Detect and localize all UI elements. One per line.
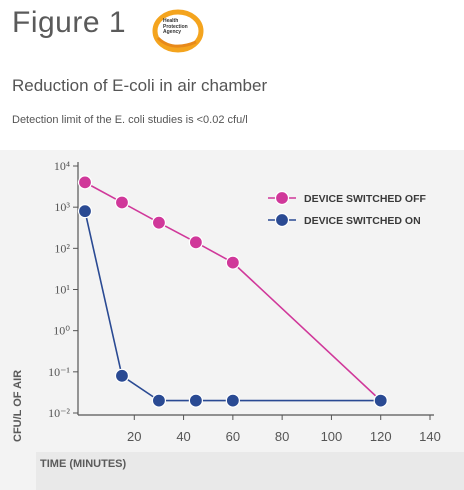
y-tick-label: 10⁴ [54, 159, 70, 173]
chart-subtitle: Reduction of E-coli in air chamber [12, 76, 268, 95]
x-axis-label: TIME (MINUTES) [40, 458, 127, 470]
data-point-device-off [225, 255, 240, 270]
x-tick-label: 60 [226, 429, 240, 444]
data-point-device-off [151, 215, 167, 230]
y-tick-label: 10² [54, 241, 70, 255]
data-point-device-on [373, 393, 388, 408]
legend-marker [274, 212, 290, 228]
logo-swirl-icon [152, 9, 204, 53]
x-tick-label: 40 [176, 429, 190, 444]
data-point-device-off [188, 235, 203, 250]
x-tick-label: 140 [419, 429, 441, 444]
x-axis-label-band [36, 452, 464, 490]
data-point-device-off [77, 175, 93, 190]
data-point-device-on [188, 393, 203, 408]
data-point-device-on [77, 204, 93, 219]
legend-label: DEVICE SWITCHED OFF [304, 193, 427, 205]
y-tick-label: 10⁻² [48, 406, 70, 420]
y-tick-label: 10³ [54, 200, 70, 214]
y-tick-label: 10⁰ [53, 324, 70, 338]
y-tick-label: 10⁻¹ [48, 365, 70, 379]
series-line-device-on [84, 210, 381, 402]
data-point-device-on [114, 368, 130, 383]
logo-text: Health Protection Agency [163, 18, 188, 35]
x-tick-label: 120 [370, 429, 392, 444]
legend-label: DEVICE SWITCHED ON [304, 215, 421, 227]
x-tick-label: 80 [275, 429, 289, 444]
legend-marker [274, 190, 290, 206]
y-tick-label: 10¹ [54, 283, 70, 297]
x-tick-label: 20 [127, 429, 141, 444]
data-point-device-on [225, 393, 240, 408]
y-axis-label: CFU/L OF AIR [12, 369, 24, 442]
detection-limit-note: Detection limit of the E. coli studies i… [12, 114, 248, 126]
data-point-device-off [114, 195, 130, 210]
data-point-device-on [151, 393, 167, 408]
health-protection-agency-logo: Health Protection Agency [152, 8, 204, 54]
figure-title: Figure 1 [12, 6, 127, 39]
x-tick-label: 100 [321, 429, 343, 444]
